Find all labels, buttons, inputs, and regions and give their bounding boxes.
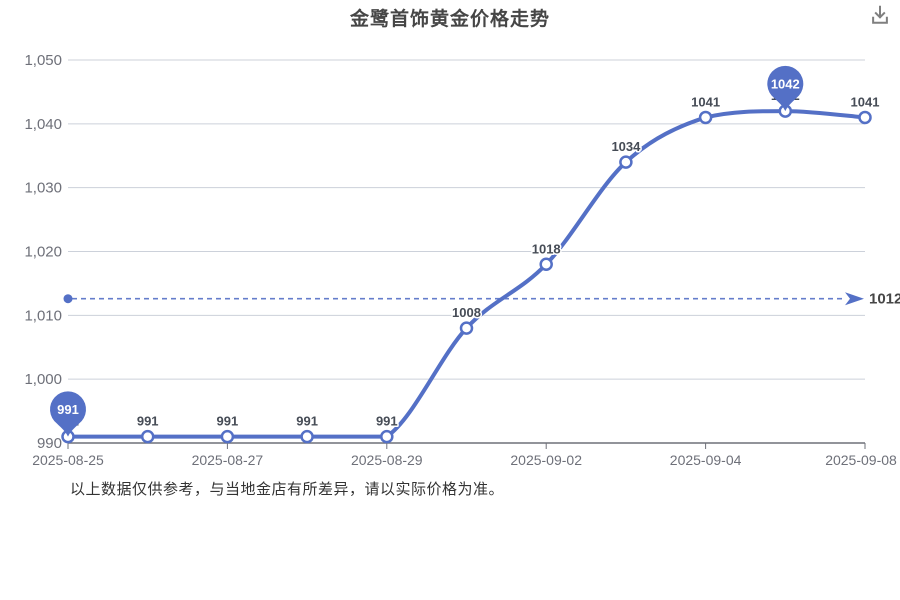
y-axis-label: 990 [37,435,62,452]
x-axis-label: 2025-09-04 [670,452,742,468]
data-point-label: 991 [296,414,318,429]
data-point-label: 991 [376,414,398,429]
data-point[interactable] [220,429,235,444]
x-axis-label: 2025-08-25 [32,452,104,468]
mark-point-pin-label: 1042 [771,77,800,92]
data-point-label: 991 [137,414,159,429]
x-axis-label: 2025-09-08 [825,452,897,468]
mark-point-pin-min[interactable] [50,391,87,437]
x-axis-label: 2025-08-27 [192,452,264,468]
mark-line-start-dot [63,294,73,304]
download-icon [872,5,888,24]
y-axis-label: 1,020 [24,244,62,261]
y-axis-label: 1,010 [24,307,62,324]
data-point-label: 1041 [851,94,880,109]
mark-point-pin-max[interactable] [767,65,804,112]
data-point-label: 1008 [452,305,481,320]
data-point-label: 1034 [611,139,641,154]
data-point[interactable] [459,321,474,335]
data-point[interactable] [539,257,553,272]
data-point[interactable] [858,110,872,125]
data-point-label: 1041 [691,94,720,109]
mark-line-arrow [845,292,864,306]
y-axis-label: 1,000 [24,371,62,388]
data-point[interactable] [619,155,633,169]
data-point-label: 1018 [532,241,561,256]
data-point-label: 991 [217,414,239,429]
data-point[interactable] [300,429,314,444]
mark-point-pin-label: 991 [57,402,79,417]
y-axis-label: 1,030 [24,180,62,197]
download-button[interactable] [867,2,893,28]
y-axis-label: 1,050 [24,52,62,69]
data-point[interactable] [140,429,155,444]
data-point[interactable] [698,110,713,125]
mark-line-value-label: 1012 [869,291,900,308]
data-point[interactable] [380,429,394,444]
x-axis-label: 2025-09-02 [510,452,582,468]
price-line [66,109,867,439]
chart-title: 金鹭首饰黄金价格走势 [349,9,550,30]
y-axis-label: 1,040 [24,116,62,133]
disclaimer-text: 以上数据仅供参考，与当地金店有所差异，请以实际价格为准。 [70,481,505,498]
x-axis-label: 2025-08-29 [351,452,423,468]
